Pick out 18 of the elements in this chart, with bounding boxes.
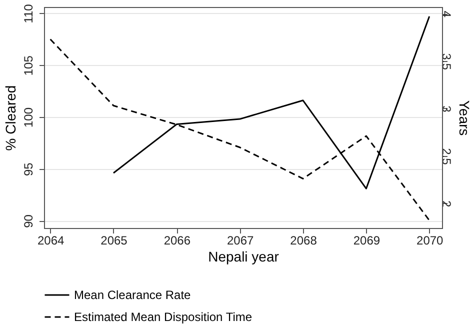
x-tick-label: 2064 <box>37 234 64 248</box>
legend-label: Mean Clearance Rate <box>74 288 192 302</box>
x-tick-label: 2065 <box>100 234 128 248</box>
x-tick-label: 2068 <box>290 234 318 248</box>
x-tick-label: 2069 <box>353 234 380 248</box>
x-tick-label: 2070 <box>416 234 444 248</box>
x-axis-title: Nepali year <box>208 248 280 264</box>
y-tick-label: 95 <box>22 162 36 176</box>
y-axis-title: % Cleared <box>2 85 18 151</box>
y2-axis-title: Years <box>456 100 472 136</box>
x-tick-label: 2066 <box>164 234 191 248</box>
y2-tick-label: 4 <box>440 10 454 18</box>
y-tick-label: 105 <box>22 55 36 76</box>
x-tick-label: 2067 <box>226 234 254 248</box>
y-tick-label: 110 <box>22 4 36 24</box>
y-tick-label: 100 <box>22 107 36 128</box>
legend-label: Estimated Mean Disposition Time <box>74 310 252 324</box>
y-tick-label: 90 <box>22 214 36 228</box>
